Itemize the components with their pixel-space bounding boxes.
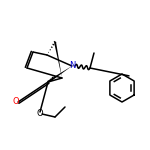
Text: O: O [13,98,19,106]
Text: N: N [69,61,75,70]
Polygon shape [54,42,62,78]
Text: O: O [37,108,43,117]
Polygon shape [47,66,72,83]
